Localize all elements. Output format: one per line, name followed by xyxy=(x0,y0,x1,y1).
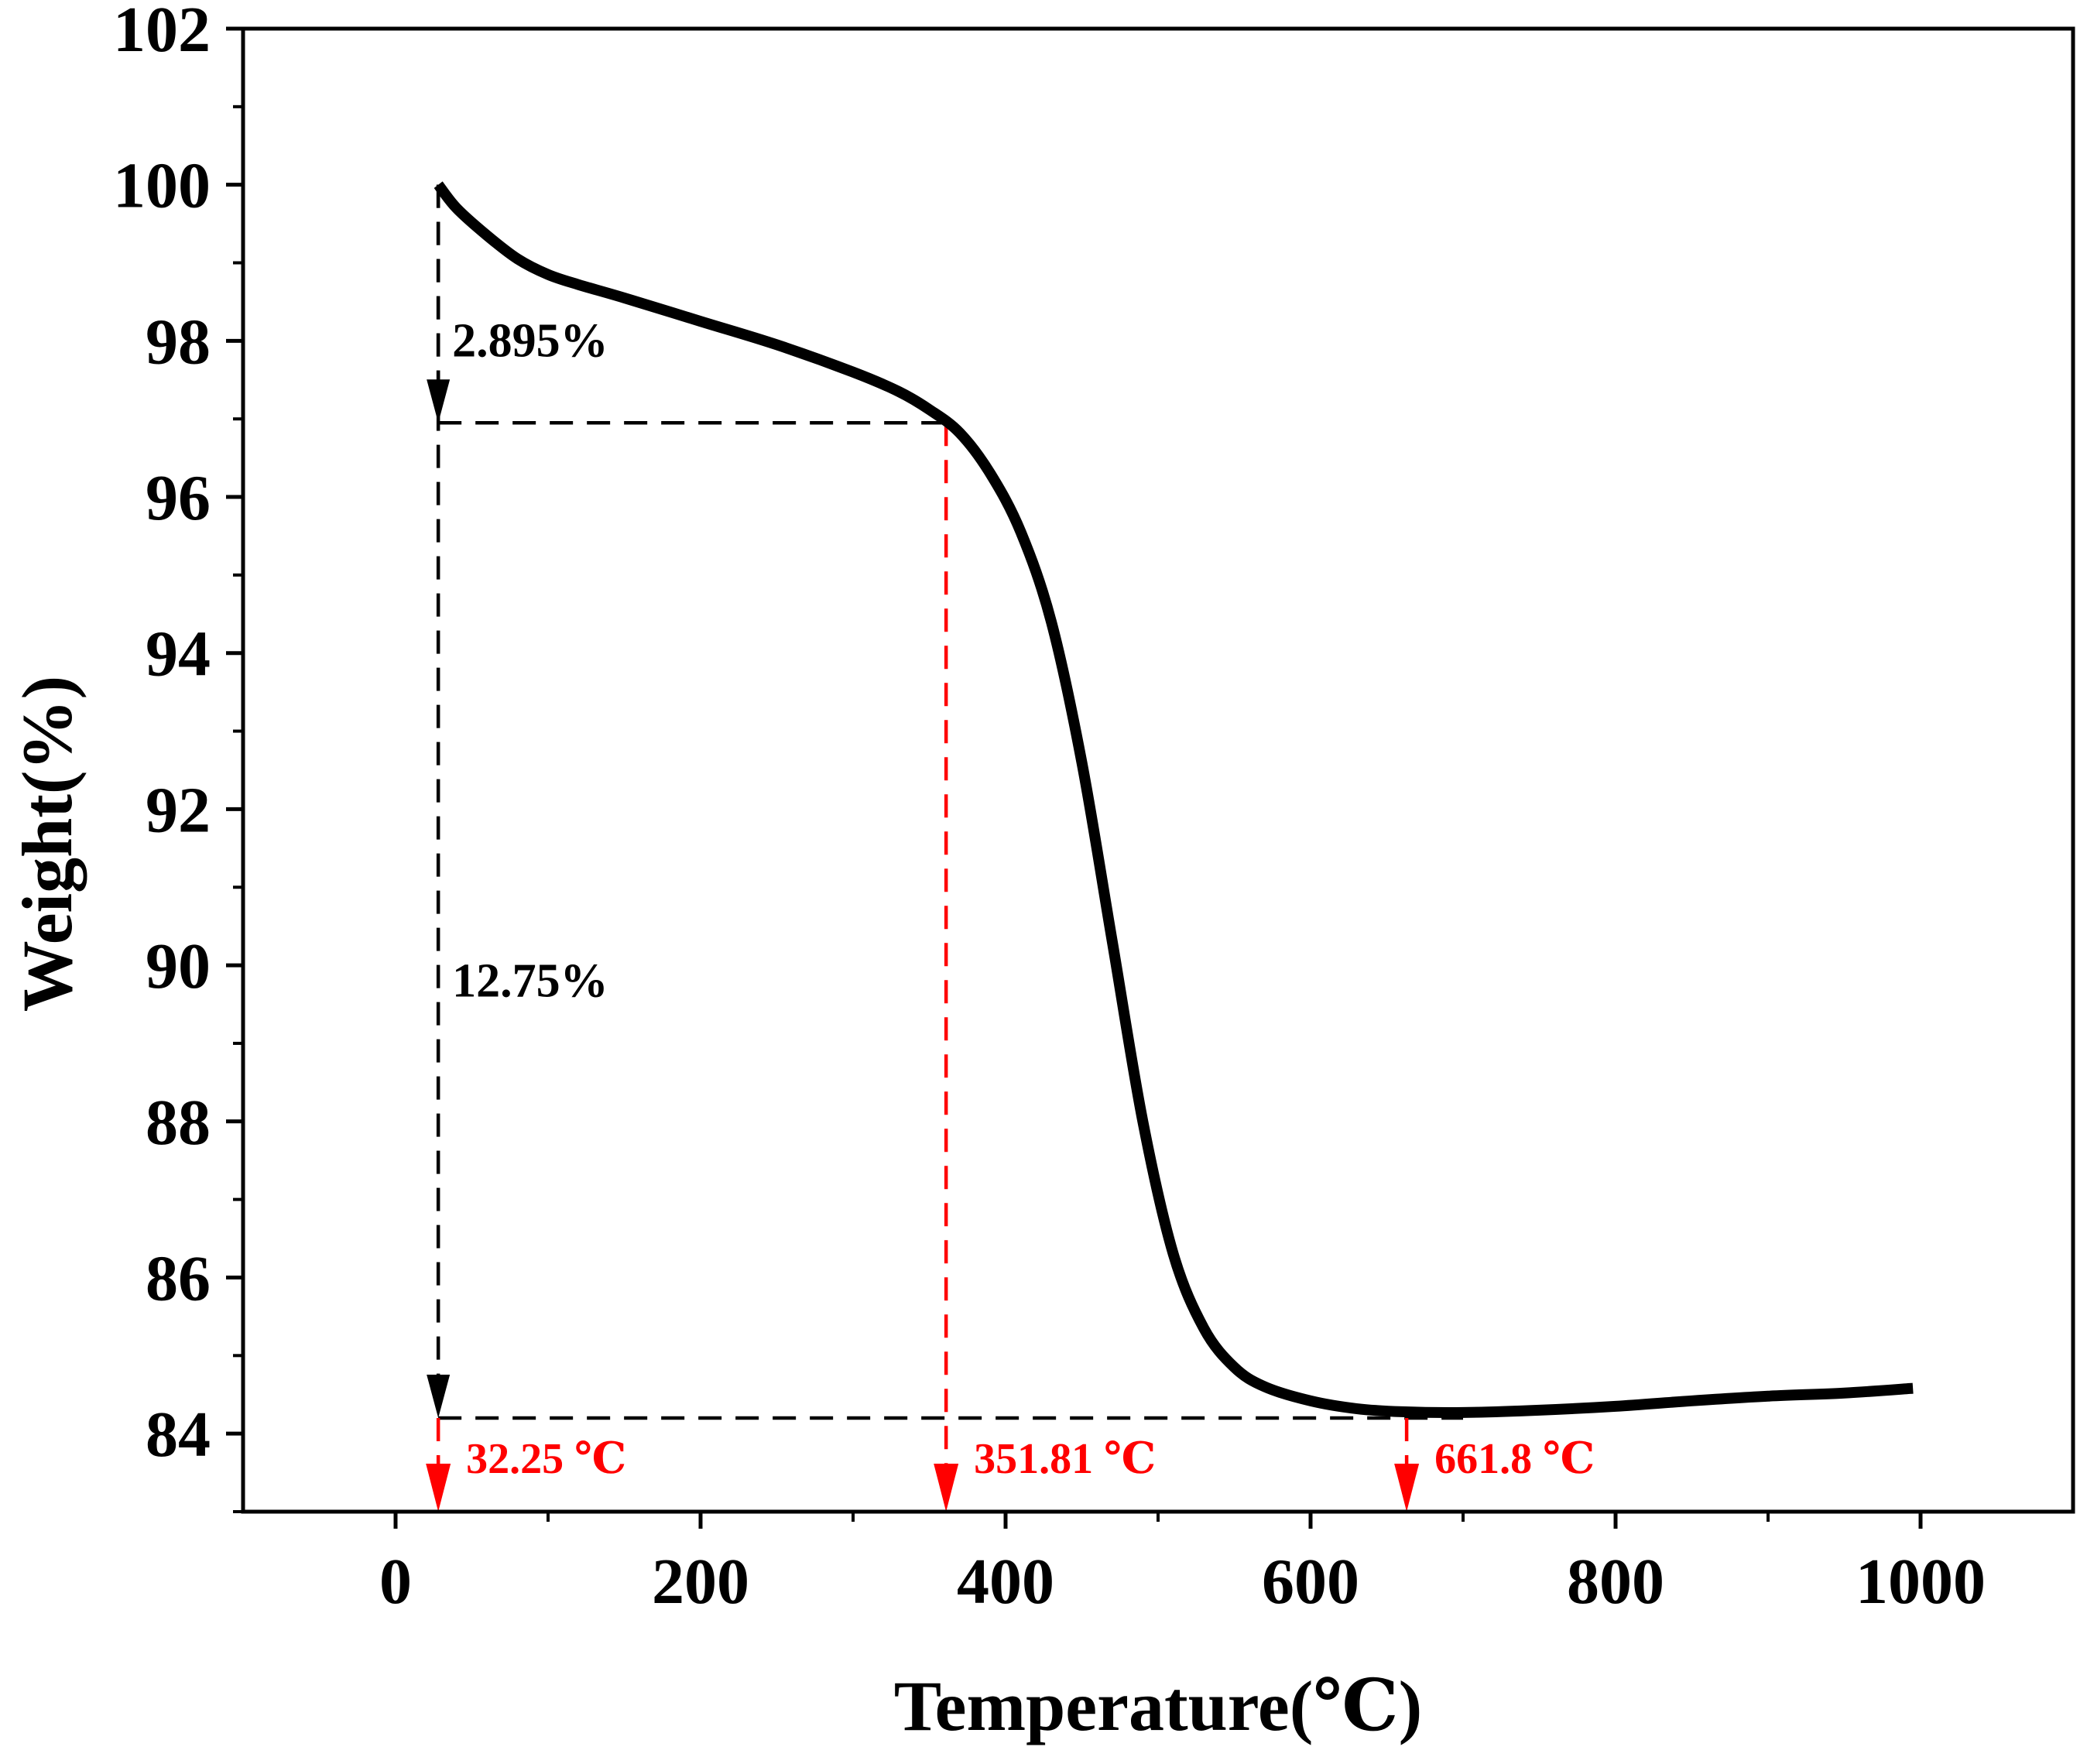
y-tick-label: 102 xyxy=(113,0,211,66)
mass-loss-label: 2.895% xyxy=(452,315,608,368)
x-axis-label: Temperature(℃) xyxy=(894,1666,1423,1745)
temperature-marker-arrowhead xyxy=(426,1464,451,1512)
temperature-marker-label: 661.8 ℃ xyxy=(1434,1435,1595,1483)
x-tick-label: 600 xyxy=(1262,1546,1359,1618)
y-tick-label: 92 xyxy=(146,774,211,846)
mass-loss-arrowhead xyxy=(427,1374,451,1418)
temperature-marker-arrowhead xyxy=(1394,1464,1420,1512)
x-axis-ticks: 0 200 400 600 800 1000 xyxy=(379,1512,1986,1618)
y-axis-ticks: 84 86 88 90 92 94 96 98 100 102 xyxy=(113,0,243,1513)
x-tick-label: 0 xyxy=(379,1546,412,1618)
tga-curve xyxy=(434,181,1914,1419)
mass-loss-arrowhead xyxy=(427,379,451,423)
x-tick-label: 800 xyxy=(1567,1546,1664,1618)
y-tick-label: 98 xyxy=(146,306,211,378)
temperature-marker-arrowhead xyxy=(934,1464,959,1512)
series-layer xyxy=(434,181,1914,1419)
y-tick-label: 90 xyxy=(146,930,211,1002)
x-tick-label: 200 xyxy=(652,1546,749,1618)
y-tick-label: 100 xyxy=(113,150,211,222)
mass-loss-label: 12.75% xyxy=(452,954,608,1007)
plot-frame xyxy=(241,26,2075,1514)
temperature-marker-label: 351.81 ℃ xyxy=(974,1435,1156,1483)
y-tick-label: 96 xyxy=(146,462,211,534)
temperature-marker-label: 32.25 ℃ xyxy=(466,1435,626,1483)
y-tick-label: 86 xyxy=(146,1242,211,1314)
y-tick-label: 84 xyxy=(146,1399,211,1471)
x-tick-label: 400 xyxy=(957,1546,1054,1618)
annotation-layer: 2.895% 12.75% 32.25 ℃ 351.81 ℃ 661.8 ℃ xyxy=(426,184,1595,1512)
y-axis-label: Weight(%) xyxy=(8,676,87,1012)
x-tick-label: 1000 xyxy=(1856,1546,1986,1618)
y-tick-label: 94 xyxy=(146,618,211,690)
y-tick-label: 88 xyxy=(146,1087,211,1159)
